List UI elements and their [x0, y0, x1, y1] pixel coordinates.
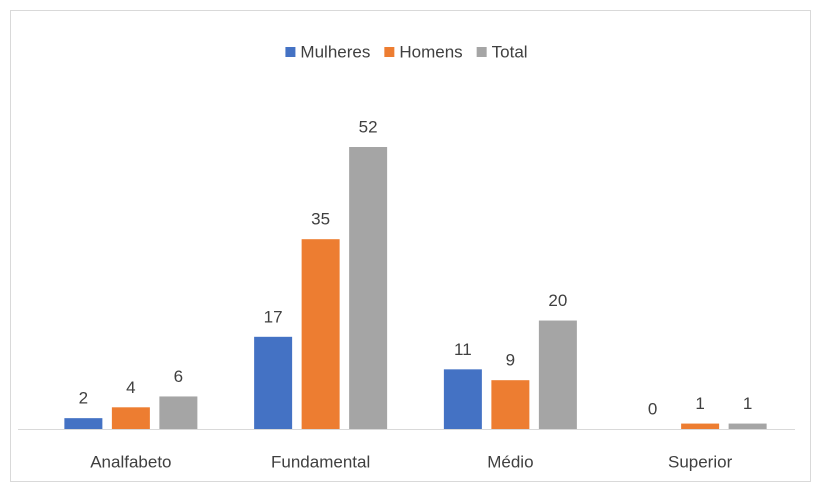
x-tick-label: Médio [487, 452, 533, 471]
legend-label: Mulheres [300, 42, 370, 61]
data-label: 52 [359, 117, 378, 136]
data-label: 20 [548, 291, 567, 310]
x-tick-label: Superior [668, 452, 733, 471]
x-tick-label: Fundamental [271, 452, 370, 471]
data-label: 1 [695, 394, 704, 413]
bar [301, 239, 340, 429]
data-label: 35 [311, 210, 330, 229]
legend-swatch [285, 47, 296, 57]
bar [159, 396, 198, 429]
bar [443, 369, 482, 429]
bar [254, 336, 293, 429]
bar [491, 380, 530, 429]
bar [111, 407, 150, 429]
legend-label: Total [492, 42, 528, 61]
bar [681, 423, 720, 429]
data-label: 17 [264, 307, 283, 326]
data-label: 11 [454, 340, 472, 359]
data-label: 6 [174, 367, 183, 386]
bar [728, 423, 767, 429]
data-label: 0 [648, 399, 657, 418]
legend-swatch [384, 47, 395, 57]
data-label: 9 [506, 351, 515, 370]
data-label: 1 [743, 394, 752, 413]
bar [64, 418, 103, 429]
bar [538, 320, 577, 429]
chart-frame [10, 10, 811, 482]
legend-label: Homens [399, 42, 462, 61]
data-label: 4 [126, 378, 135, 397]
legend-swatch [476, 47, 487, 57]
x-tick-label: Analfabeto [90, 452, 171, 471]
data-label: 2 [79, 389, 88, 408]
bar [349, 147, 388, 429]
